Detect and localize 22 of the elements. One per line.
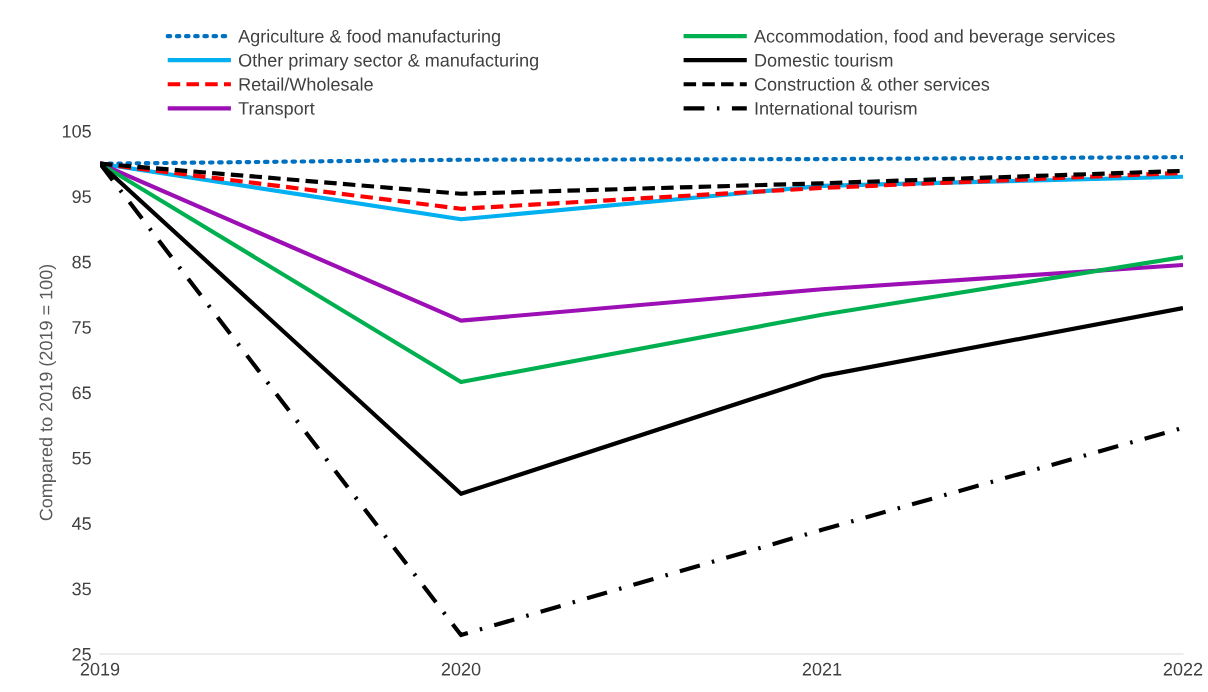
y-tick-label: 75 bbox=[72, 321, 91, 334]
y-tick-label: 45 bbox=[72, 517, 91, 530]
x-tick-label: 2020 bbox=[441, 662, 481, 676]
legend-label: International tourism bbox=[755, 101, 917, 115]
legend-label: Accommodation, food and beverage services bbox=[754, 29, 1115, 47]
legend-label: Other primary sector & manufacturing bbox=[238, 53, 538, 71]
legend-label: Retail/Wholesale bbox=[239, 77, 373, 91]
legend-label: Transport bbox=[238, 102, 315, 119]
x-tick-label: 2022 bbox=[1163, 662, 1203, 676]
y-tick-label: 25 bbox=[72, 647, 91, 661]
legend-label: Construction & other services bbox=[754, 77, 990, 91]
y-axis-title: Compared to 2019 (2019 = 100) bbox=[39, 264, 56, 521]
y-tick-label: 105 bbox=[62, 124, 91, 138]
y-tick-label: 35 bbox=[72, 582, 91, 596]
legend-label: Domestic tourism bbox=[755, 53, 893, 67]
y-tick-label: 95 bbox=[72, 190, 91, 204]
x-tick-label: 2021 bbox=[802, 662, 842, 676]
y-tick-label: 85 bbox=[72, 255, 91, 269]
y-tick-label: 65 bbox=[72, 386, 91, 400]
legend-label: Agriculture & food manufacturing bbox=[238, 29, 500, 47]
y-tick-label: 55 bbox=[72, 452, 91, 465]
x-tick-label: 2019 bbox=[80, 662, 120, 676]
